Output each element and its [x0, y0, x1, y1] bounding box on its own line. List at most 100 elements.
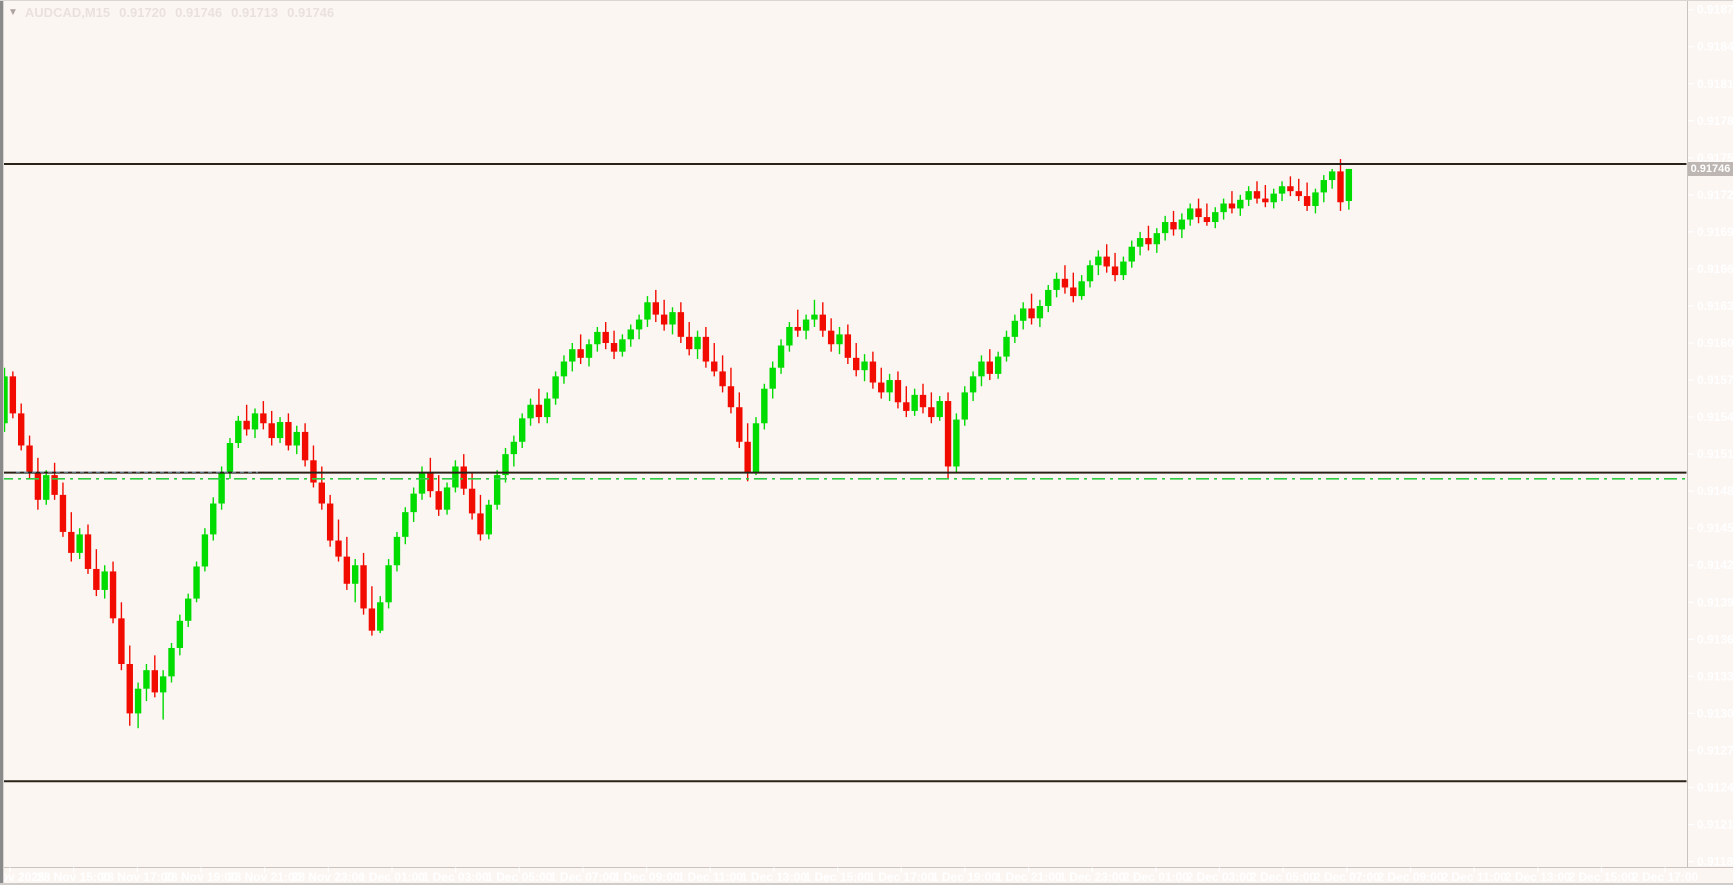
- candle-body: [969, 376, 977, 393]
- bear-candle: [702, 326, 710, 368]
- candle-body: [802, 319, 810, 331]
- bear-candle: [928, 392, 935, 424]
- candle-body: [109, 571, 117, 619]
- bear-candle: [318, 466, 325, 510]
- candle-body: [585, 344, 593, 358]
- bear-candle: [1303, 182, 1311, 211]
- candle-body: [894, 380, 902, 403]
- bull-candle: [276, 417, 284, 444]
- bear-candle: [1111, 252, 1119, 282]
- candle-body: [635, 319, 643, 330]
- candle-body: [619, 339, 626, 352]
- candle-body: [318, 482, 325, 504]
- bear-candle: [652, 289, 659, 323]
- candle-body: [1128, 246, 1135, 262]
- bear-candle: [727, 367, 735, 414]
- candle-body: [84, 534, 92, 569]
- price-tick-label: 0.91485: [1697, 484, 1733, 498]
- bear-candle: [151, 655, 158, 698]
- candle-body: [368, 608, 376, 631]
- candle-body: [569, 349, 576, 362]
- candle-body: [1078, 281, 1085, 297]
- candle-body: [1245, 191, 1252, 200]
- candle-body: [360, 565, 367, 609]
- candle-body: [285, 422, 292, 446]
- bull-candle: [936, 396, 943, 421]
- bull-candle: [168, 643, 175, 683]
- candle-body: [185, 598, 192, 621]
- candle-body: [93, 568, 100, 590]
- candle-body: [352, 565, 359, 584]
- candle-body: [443, 487, 451, 510]
- bear-candle: [26, 435, 33, 479]
- bull-candle: [978, 355, 985, 387]
- bull-candle: [527, 398, 534, 426]
- symbol-dropdown-icon[interactable]: ▼: [8, 6, 18, 18]
- bull-candle: [143, 664, 150, 702]
- price-tick-label: 0.91695: [1697, 225, 1733, 239]
- bull-candle: [627, 324, 634, 347]
- candle-body: [59, 494, 67, 532]
- candle-body: [1161, 222, 1169, 234]
- candle-body: [76, 534, 83, 553]
- candle-body: [310, 460, 317, 483]
- candle-body: [1136, 238, 1144, 247]
- time-tick-label: 2 Dec 07:00: [1314, 870, 1380, 884]
- candle-body: [1178, 219, 1186, 230]
- candle-body: [260, 413, 267, 424]
- bull-candle: [1136, 231, 1144, 256]
- candle-body: [727, 386, 735, 408]
- price-tick-label: 0.91785: [1697, 114, 1733, 128]
- bull-candle: [953, 413, 960, 473]
- candle-body: [435, 491, 442, 510]
- candle-body: [1287, 186, 1294, 192]
- bear-candle: [1295, 178, 1302, 202]
- candle-body: [1187, 208, 1194, 220]
- candle-body: [944, 401, 952, 467]
- bear-candle: [435, 475, 442, 516]
- bear-candle: [343, 536, 351, 590]
- candle-body: [235, 420, 242, 444]
- bear-candle: [51, 462, 58, 500]
- bear-candle: [460, 454, 467, 495]
- bull-candle: [134, 682, 142, 729]
- candle-body: [1028, 308, 1035, 319]
- candle-body: [978, 361, 985, 377]
- bear-candle: [335, 519, 342, 562]
- candle-body: [1337, 171, 1344, 203]
- open-value: 0.91720: [119, 4, 167, 20]
- price-tick-label: 0.91845: [1697, 40, 1733, 54]
- candle-body: [427, 472, 434, 492]
- candle-body: [878, 382, 885, 393]
- bull-candle: [452, 460, 459, 493]
- bull-candle: [1270, 188, 1277, 209]
- bull-candle: [493, 470, 501, 510]
- bull-candle: [1161, 215, 1169, 241]
- time-tick-label: 2 Dec 03:00: [1187, 870, 1253, 884]
- candle-body: [1220, 203, 1227, 213]
- candle-body: [1153, 233, 1160, 245]
- candle-body: [452, 466, 459, 488]
- candle-body: [301, 431, 309, 461]
- candle-body: [251, 413, 259, 430]
- bull-candle: [352, 559, 359, 603]
- symbol-period-label: AUDCAD,M15: [24, 4, 111, 20]
- candle-body: [385, 565, 392, 603]
- bull-candle: [1345, 168, 1353, 210]
- bear-candle: [68, 512, 75, 562]
- bear-candle: [260, 401, 267, 430]
- bear-candle: [326, 494, 334, 547]
- candle-body: [26, 445, 33, 473]
- price-scale[interactable]: 0.918750.918450.918150.917850.917550.917…: [1688, 3, 1733, 869]
- bear-candle: [794, 309, 801, 337]
- bear-candle: [93, 549, 100, 597]
- price-tick-label: 0.91515: [1697, 447, 1733, 461]
- bear-candle: [1287, 176, 1294, 197]
- bull-candle: [544, 392, 551, 424]
- candle-body: [744, 441, 751, 473]
- candle-body: [176, 620, 184, 648]
- bull-candle: [836, 326, 843, 355]
